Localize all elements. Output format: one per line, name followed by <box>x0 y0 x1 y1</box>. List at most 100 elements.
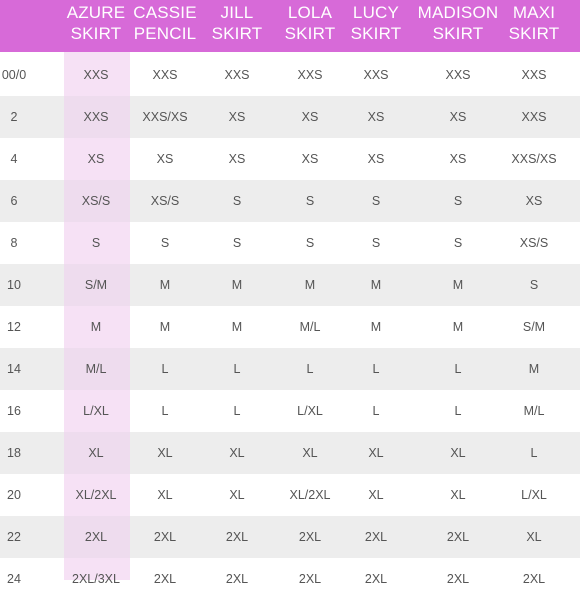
table-row: 22 2XL 2XL 2XL 2XL 2XL 2XL XL <box>0 516 580 558</box>
highlight-column-alt <box>64 348 130 390</box>
table-row: 20 XL/2XL XL XL XL/2XL XL XL L/XL <box>0 474 580 516</box>
size-number-cell: 6 <box>10 194 18 208</box>
size-cell: L <box>530 446 538 460</box>
size-cell: M <box>231 320 243 334</box>
size-cell: M <box>159 278 171 292</box>
size-number-cell: 16 <box>7 404 21 418</box>
header-row <box>0 0 580 52</box>
size-cell: L/XL <box>521 488 547 502</box>
size-cell: L <box>233 362 241 376</box>
size-cell: XL <box>450 488 466 502</box>
column-header-line1: AZURE <box>66 3 126 22</box>
size-cell: XL/2XL <box>75 488 117 502</box>
size-cell: M <box>370 278 382 292</box>
column-header-line2: SKIRT <box>350 24 402 43</box>
highlight-column-alt <box>64 516 130 558</box>
highlight-column-alt <box>64 264 130 306</box>
size-cell: XS/S <box>81 194 111 208</box>
size-cell: 2XL <box>153 530 177 544</box>
size-cell: S <box>453 236 463 250</box>
size-cell: 2XL <box>364 572 388 586</box>
column-header-line1: LOLA <box>287 3 333 22</box>
size-cell: XS <box>87 152 105 166</box>
table-row: 2 XXS XXS/XS XS XS XS XS XXS <box>0 96 580 138</box>
highlight-column-alt <box>64 432 130 474</box>
size-cell: XL <box>368 446 384 460</box>
size-cell: XS <box>449 110 467 124</box>
size-cell: S <box>91 236 101 250</box>
column-header-line1: JILL <box>220 3 254 22</box>
size-cell: M <box>452 278 464 292</box>
size-cell: XXS/XS <box>511 152 557 166</box>
size-cell: XXS <box>83 110 109 124</box>
size-number-cell: 8 <box>10 236 18 250</box>
column-header-line2: SKIRT <box>70 24 122 43</box>
size-cell: XS <box>525 194 543 208</box>
column-header: CASSIE PENCIL <box>123 2 207 44</box>
size-cell: XXS <box>83 68 109 82</box>
size-cell: XXS/XS <box>142 110 188 124</box>
size-cell: XS <box>449 152 467 166</box>
column-header: MAXI SKIRT <box>490 2 578 44</box>
size-cell: M/L <box>299 320 321 334</box>
column-header-line2: SKIRT <box>284 24 336 43</box>
highlight-column <box>64 52 130 580</box>
size-chart-table: 00/0 XXS XXS XXS XXS XXS XXS XXS 2 XXS XXS/XS XS XS X… <box>0 0 580 586</box>
size-cell: S <box>453 194 463 208</box>
table-row: 18 XL XL XL XL XL XL L <box>0 432 580 474</box>
highlight-column-alt <box>64 180 130 222</box>
size-cell: L <box>306 362 314 376</box>
column-header-line2: SKIRT <box>211 24 263 43</box>
column-header-line1: MAXI <box>512 3 556 22</box>
size-cell: 2XL <box>298 530 322 544</box>
column-header-line2: SKIRT <box>508 24 560 43</box>
size-cell: L/XL <box>297 404 323 418</box>
table-row: 4 XS XS XS XS XS XS XXS/XS <box>0 138 580 180</box>
table-row: 14 M/L L L L L L M <box>0 348 580 390</box>
size-cell: 2XL <box>225 530 249 544</box>
size-cell: XXS <box>521 110 547 124</box>
size-cell: 2XL/3XL <box>72 572 120 586</box>
size-cell: S <box>160 236 170 250</box>
size-cell: 2XL <box>84 530 108 544</box>
size-cell: XXS <box>363 68 389 82</box>
size-cell: XL <box>229 446 245 460</box>
size-cell: M/L <box>523 404 545 418</box>
size-cell: XL <box>157 446 173 460</box>
size-cell: L <box>372 404 380 418</box>
size-cell: S <box>529 278 539 292</box>
size-cell: XXS <box>445 68 471 82</box>
size-cell: XL <box>450 446 466 460</box>
size-cell: 2XL <box>153 572 177 586</box>
column-header-line1: MADISON <box>417 3 499 22</box>
size-cell: S/M <box>84 278 108 292</box>
size-cell: M <box>370 320 382 334</box>
size-cell: L <box>233 404 241 418</box>
size-number-cell: 18 <box>7 446 21 460</box>
size-cell: XXS <box>297 68 323 82</box>
table-row: 8 S S S S S S XS/S <box>0 222 580 264</box>
size-number-cell: 20 <box>7 488 21 502</box>
size-cell: XS <box>156 152 174 166</box>
size-cell: 2XL <box>522 572 546 586</box>
column-header: MADISON SKIRT <box>409 2 507 44</box>
size-cell: XS <box>301 152 319 166</box>
size-cell: S <box>371 194 381 208</box>
size-cell: 2XL <box>446 530 470 544</box>
table-row: 6 XS/S XS/S S S S S XS <box>0 180 580 222</box>
highlight-column-alt <box>64 96 130 138</box>
size-cell: XXS <box>152 68 178 82</box>
column-header: LOLA SKIRT <box>268 2 352 44</box>
size-cell: L <box>454 404 462 418</box>
size-number-cell: 14 <box>7 362 21 376</box>
size-cell: L <box>454 362 462 376</box>
size-cell: S/M <box>522 320 546 334</box>
column-header: LUCY SKIRT <box>334 2 418 44</box>
table-row: 00/0 XXS XXS XXS XXS XXS XXS XXS <box>0 54 580 96</box>
size-cell: XS <box>228 110 246 124</box>
size-number-cell: 10 <box>7 278 21 292</box>
table-row: 10 S/M M M M M M S <box>0 264 580 306</box>
size-number-cell: 4 <box>10 152 18 166</box>
size-cell: 2XL <box>298 572 322 586</box>
table-row: 12 M M M M/L M M S/M <box>0 306 580 348</box>
